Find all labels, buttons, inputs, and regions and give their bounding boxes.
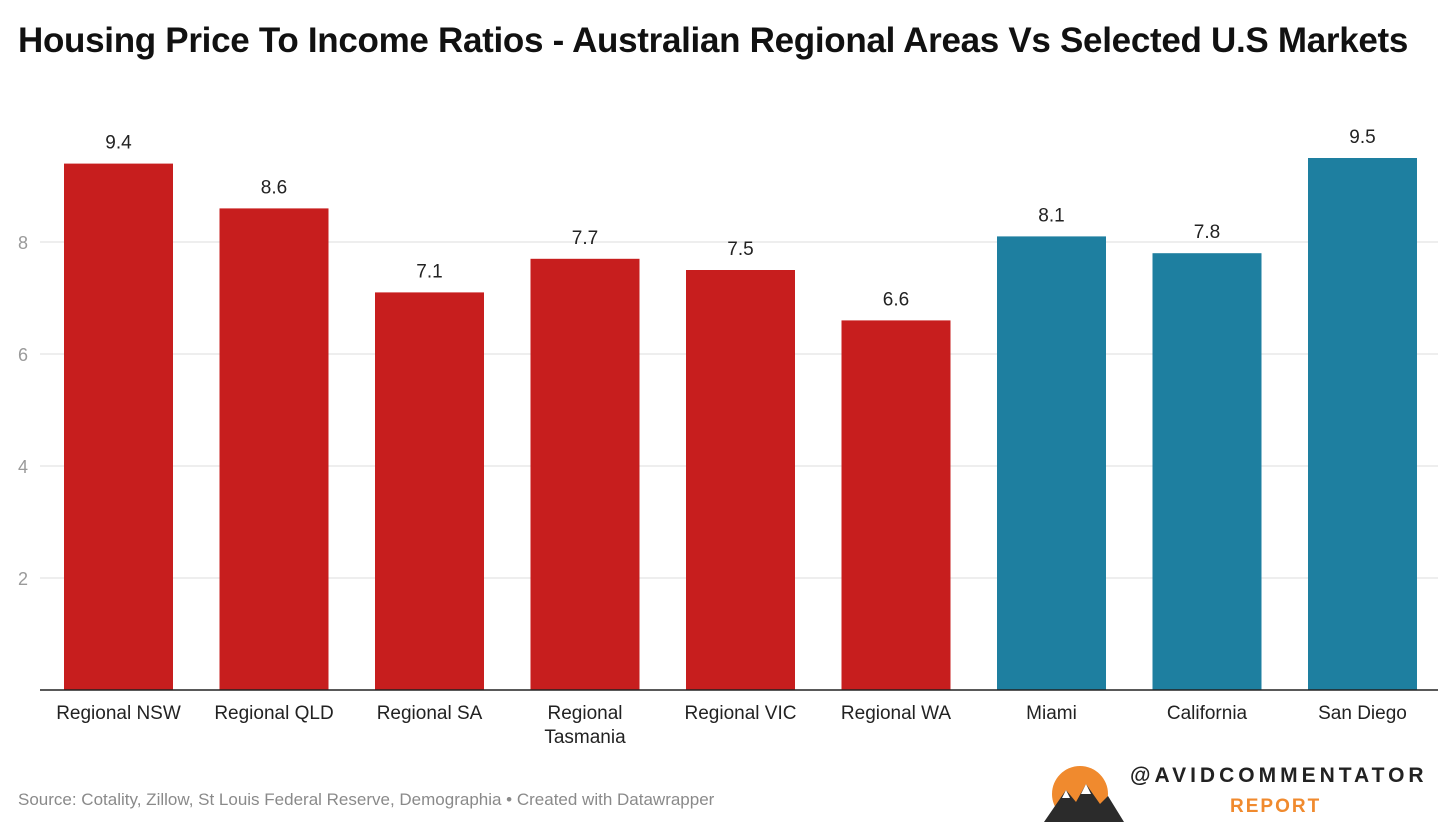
mountain-sun-icon — [1044, 766, 1124, 822]
logo-subtitle: REPORT — [1230, 796, 1322, 817]
bar-california — [1152, 253, 1262, 690]
bar-regional-wa — [841, 320, 951, 690]
category-labels: Regional NSW Regional QLD Regional SA Regio… — [56, 703, 1407, 748]
data-label: 7.5 — [727, 239, 753, 260]
data-label: 8.1 — [1038, 205, 1064, 226]
category-label: Regional NSW — [56, 703, 181, 724]
category-label: San Diego — [1318, 703, 1407, 724]
y-axis-ticks: 2 4 6 8 — [18, 233, 28, 589]
logo-handle: @AVIDCOMMENTATOR — [1130, 764, 1428, 787]
data-label: 7.7 — [572, 228, 598, 249]
category-label: Miami — [1026, 703, 1077, 724]
bar-regional-vic — [686, 270, 795, 690]
bar-regional-sa — [375, 292, 484, 690]
data-label: 7.1 — [416, 261, 442, 282]
category-label: Regional Tasmania — [544, 703, 626, 748]
data-label: 7.8 — [1194, 222, 1220, 243]
bar-miami — [997, 236, 1106, 690]
brand-logo: @AVIDCOMMENTATOR REPORT — [1040, 760, 1440, 826]
bar-san-diego — [1308, 158, 1417, 690]
data-label: 6.6 — [883, 289, 909, 310]
bar-regional-tasmania — [530, 258, 640, 690]
data-label: 9.5 — [1349, 127, 1375, 148]
y-tick-label: 2 — [18, 569, 28, 589]
data-labels: 9.4 8.6 7.1 7.7 7.5 6.6 8.1 7.8 9.5 — [105, 127, 1375, 310]
data-label: 9.4 — [105, 133, 132, 154]
bar-regional-nsw — [64, 163, 173, 691]
y-tick-label: 4 — [18, 457, 28, 477]
bar-regional-qld — [219, 208, 329, 690]
category-label: Regional WA — [841, 703, 952, 724]
bars — [64, 158, 1417, 691]
category-label: Regional QLD — [214, 703, 333, 724]
category-label: Regional VIC — [685, 703, 797, 724]
y-tick-label: 6 — [18, 345, 28, 365]
category-label: Regional SA — [377, 703, 483, 724]
chart-title: Housing Price To Income Ratios - Austral… — [18, 21, 1409, 60]
data-label: 8.6 — [261, 177, 287, 198]
category-label: California — [1167, 703, 1248, 724]
source-note: Source: Cotality, Zillow, St Louis Feder… — [18, 790, 715, 809]
y-tick-label: 8 — [18, 233, 28, 253]
